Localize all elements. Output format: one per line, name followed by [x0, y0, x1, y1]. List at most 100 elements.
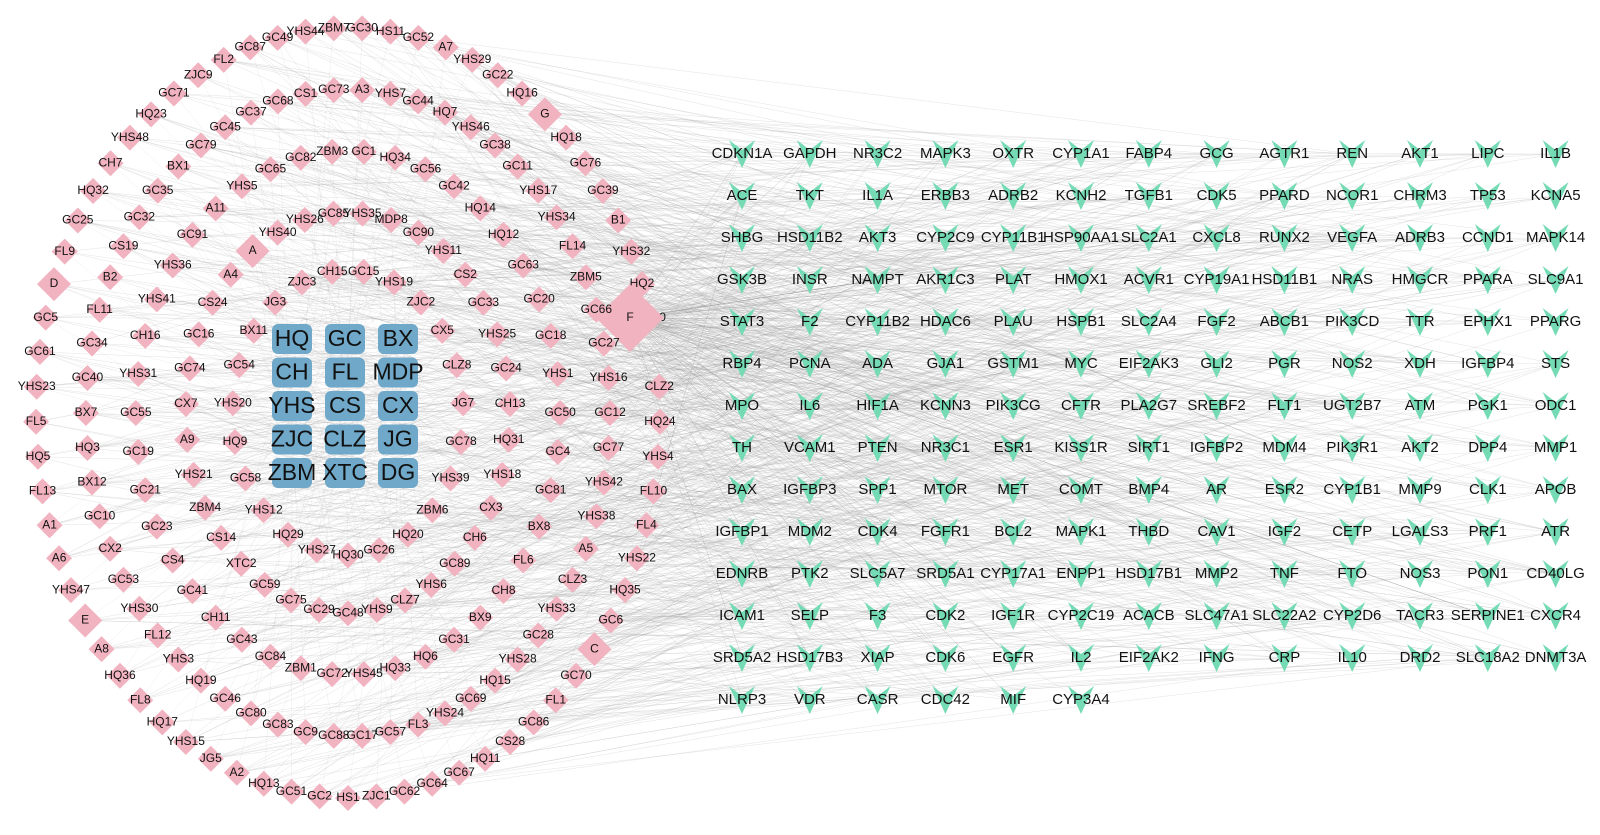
edge: [653, 237, 743, 492]
edge: [641, 195, 743, 285]
edge: [603, 405, 946, 483]
compound-label: GC12: [594, 405, 626, 419]
edge: [443, 237, 1082, 252]
edge: [241, 237, 1285, 565]
target-node: [1068, 686, 1094, 714]
nodes: GC30HS11GC52A7YHS29GC22HQ16GHQ18GC76GC39…: [18, 15, 1586, 811]
compound-node: [504, 646, 531, 673]
compound-node: [437, 465, 464, 492]
edge: [264, 321, 743, 586]
edge: [508, 439, 810, 617]
edge: [277, 321, 946, 725]
edge: [629, 237, 1149, 319]
target-label: SRD5A2: [713, 649, 771, 666]
edge: [405, 573, 1353, 601]
edge: [572, 363, 1488, 580]
compound-label: ZBM1: [285, 660, 317, 674]
edge: [425, 169, 1353, 323]
target-node: [1271, 266, 1298, 294]
target-node: [1474, 140, 1501, 168]
edge: [53, 283, 293, 373]
edge: [129, 137, 346, 340]
target-node: [1407, 476, 1433, 504]
compound-node: [450, 390, 477, 417]
edge: [618, 220, 1014, 281]
herb-label: ZJC: [271, 426, 313, 452]
edge: [629, 317, 878, 323]
edge: [450, 478, 1488, 533]
edge: [629, 317, 1082, 533]
compound-label: YHS22: [618, 550, 656, 564]
compound-label: CH6: [463, 530, 487, 544]
edge: [646, 237, 946, 526]
target-label: ERBB3: [921, 187, 970, 204]
edge: [444, 112, 1421, 491]
compound-label: GC44: [402, 94, 434, 108]
compound-node: [349, 77, 376, 104]
target-label: SLC9A1: [1528, 271, 1584, 288]
herb-node: [378, 391, 418, 421]
edge: [140, 153, 1082, 701]
edge: [618, 220, 1488, 449]
target-node: [1542, 518, 1569, 546]
edge: [270, 169, 878, 491]
edge: [156, 321, 1285, 527]
edge: [333, 89, 946, 659]
edge: [444, 615, 1421, 714]
edge: [230, 274, 1217, 533]
edge: [239, 279, 1488, 366]
target-label: SELP: [791, 607, 829, 624]
compound-node: [349, 200, 376, 227]
compound-label: D: [50, 276, 59, 290]
edge: [480, 208, 878, 617]
compound-node: [510, 547, 537, 574]
edge: [629, 153, 743, 319]
target-node: [1407, 266, 1433, 294]
edge: [99, 321, 1082, 517]
edge: [502, 474, 1082, 659]
edge: [363, 531, 1149, 675]
edge: [70, 489, 1353, 591]
edge: [646, 195, 1285, 526]
compound-label: GC23: [141, 519, 173, 533]
target-label: CXCR4: [1530, 607, 1581, 624]
target-node: [796, 266, 823, 294]
compound-node: [544, 360, 571, 387]
target-label: GAPDH: [783, 145, 836, 162]
target-label: GLI2: [1200, 355, 1233, 372]
target-label: DRD2: [1400, 649, 1441, 666]
edge: [397, 274, 466, 373]
edge: [629, 279, 810, 319]
compound-label: HQ5: [26, 449, 51, 463]
edge: [178, 447, 1149, 660]
edge: [566, 137, 878, 239]
target-node: [1339, 350, 1366, 378]
target-label: PIK3CG: [986, 397, 1041, 414]
edge: [223, 59, 1353, 239]
target-node: [1407, 518, 1433, 546]
target-label: RBP4: [722, 355, 761, 372]
target-label: ODC1: [1535, 397, 1577, 414]
edge: [291, 153, 1217, 792]
target-node: [729, 266, 755, 294]
compound-label: GC40: [72, 370, 104, 384]
edge: [572, 195, 1149, 247]
edge: [517, 166, 1556, 323]
edge: [37, 237, 1353, 457]
edge: [270, 195, 1014, 657]
compound-node: [277, 587, 304, 614]
edge: [629, 195, 1149, 319]
edge: [510, 279, 1285, 405]
edge: [344, 472, 455, 564]
edge: [517, 195, 1217, 660]
target-label: ADRB3: [1395, 229, 1445, 246]
target-node: [864, 308, 891, 336]
target-label: ADA: [862, 355, 893, 372]
edge: [316, 439, 346, 551]
edge: [497, 75, 1421, 533]
edge: [629, 317, 946, 701]
compound-node: [366, 537, 393, 564]
edge: [49, 195, 1285, 526]
edge: [629, 317, 1149, 323]
edge: [557, 451, 1556, 533]
